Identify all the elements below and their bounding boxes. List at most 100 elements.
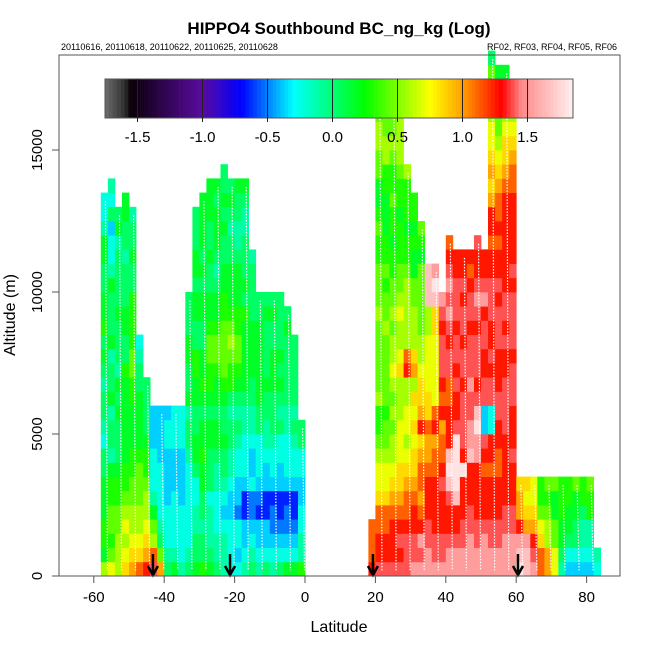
heatmap-cell bbox=[107, 547, 116, 563]
heatmap-cell bbox=[403, 448, 411, 463]
heatmap-cell bbox=[488, 164, 496, 179]
heatmap-cell bbox=[389, 476, 397, 492]
heatmap-cell bbox=[122, 221, 130, 236]
heatmap-cell bbox=[459, 434, 468, 449]
heatmap-cell bbox=[459, 263, 468, 279]
heatmap-cell bbox=[396, 434, 404, 449]
heatmap-cell bbox=[537, 547, 545, 563]
y-tick-label: 10000 bbox=[29, 271, 46, 313]
heatmap-cell bbox=[290, 391, 299, 406]
heatmap-cell bbox=[248, 505, 257, 520]
colorbar-segment bbox=[428, 79, 433, 118]
heatmap-cell bbox=[122, 292, 130, 307]
heatmap-cell bbox=[276, 434, 285, 449]
heatmap-cell bbox=[241, 519, 249, 534]
heatmap-cell bbox=[269, 306, 278, 321]
heatmap-cell bbox=[438, 476, 447, 492]
heatmap-cell bbox=[269, 490, 278, 506]
heatmap-cell bbox=[199, 505, 207, 520]
heatmap-cell bbox=[107, 306, 116, 321]
heatmap-cell bbox=[248, 490, 257, 506]
colorbar-segment bbox=[378, 79, 383, 118]
heatmap-cell bbox=[107, 448, 116, 463]
heatmap-cell bbox=[171, 561, 179, 577]
colorbar-segment bbox=[140, 79, 145, 118]
heatmap-cell bbox=[382, 249, 390, 264]
heatmap-cell bbox=[459, 249, 468, 264]
heatmap-cell bbox=[206, 178, 214, 193]
heatmap-cell bbox=[107, 221, 116, 236]
heatmap-cell bbox=[551, 490, 559, 506]
heatmap-cell bbox=[368, 533, 376, 548]
heatmap-cell bbox=[269, 462, 278, 477]
heatmap-cell bbox=[220, 348, 228, 364]
heatmap-cell bbox=[389, 121, 397, 137]
colorbar-segment bbox=[374, 79, 379, 118]
heatmap-cell bbox=[136, 505, 144, 520]
colorbar-segment bbox=[171, 79, 176, 118]
heatmap-cell bbox=[481, 462, 489, 477]
heatmap-cell bbox=[220, 164, 228, 179]
heatmap-cell bbox=[452, 348, 461, 364]
heatmap-cell bbox=[234, 519, 242, 534]
heatmap-cell bbox=[129, 391, 137, 406]
heatmap-cell bbox=[424, 519, 433, 534]
heatmap-cell bbox=[445, 434, 454, 449]
heatmap-cell bbox=[382, 476, 390, 492]
heatmap-cell bbox=[107, 434, 116, 449]
heatmap-cell bbox=[586, 547, 594, 563]
heatmap-cell bbox=[290, 519, 299, 534]
heatmap-cell bbox=[396, 306, 404, 321]
heatmap-cell bbox=[192, 547, 200, 563]
heatmap-cell bbox=[382, 235, 390, 250]
flight-track bbox=[217, 186, 221, 571]
heatmap-cell bbox=[227, 277, 235, 293]
heatmap-cell bbox=[410, 363, 418, 378]
heatmap-cell bbox=[445, 292, 454, 307]
heatmap-cell bbox=[424, 448, 433, 463]
heatmap-cell bbox=[424, 419, 433, 435]
x-tick-label: 40 bbox=[437, 589, 454, 606]
heatmap-cell bbox=[537, 561, 545, 577]
heatmap-cell bbox=[466, 363, 475, 378]
heatmap-cell bbox=[234, 206, 242, 222]
heatmap-cell bbox=[114, 363, 123, 378]
heatmap-cell bbox=[185, 306, 193, 321]
heatmap-cell bbox=[220, 277, 228, 293]
heatmap-cell bbox=[474, 490, 482, 506]
heatmap-cell bbox=[410, 434, 418, 449]
heatmap-cell bbox=[107, 348, 116, 364]
heatmap-cell bbox=[199, 206, 207, 222]
heatmap-cell bbox=[431, 334, 440, 350]
heatmap-cell bbox=[199, 434, 207, 449]
heatmap-cell bbox=[410, 448, 418, 463]
heatmap-cell bbox=[466, 277, 475, 293]
heatmap-cell bbox=[114, 505, 123, 520]
heatmap-cell bbox=[136, 391, 144, 406]
heatmap-cell bbox=[227, 505, 235, 520]
heatmap-cell bbox=[474, 348, 482, 364]
colorbar-segment bbox=[136, 79, 141, 118]
heatmap-cell bbox=[290, 334, 299, 350]
heatmap-cell bbox=[206, 249, 214, 264]
colorbar-segment bbox=[335, 79, 340, 118]
colorbar-segment bbox=[108, 79, 114, 118]
heatmap-cell bbox=[234, 377, 242, 392]
heatmap-cell bbox=[481, 448, 489, 463]
heatmap-cell bbox=[424, 476, 433, 492]
heatmap-cell bbox=[403, 235, 411, 250]
flight-track bbox=[118, 215, 123, 571]
heatmap-cell bbox=[424, 533, 433, 548]
heatmap-cell bbox=[269, 377, 278, 392]
heatmap-cell bbox=[262, 334, 271, 350]
heatmap-cell bbox=[382, 377, 390, 392]
heatmap-cell bbox=[220, 419, 228, 435]
heatmap-cell bbox=[262, 306, 271, 321]
heatmap-cell bbox=[389, 377, 397, 392]
heatmap-cell bbox=[495, 391, 503, 406]
heatmap-cell bbox=[234, 235, 242, 250]
heatmap-cell bbox=[488, 206, 496, 222]
heatmap-cell bbox=[220, 561, 228, 577]
heatmap-cell bbox=[298, 505, 306, 520]
heatmap-cell bbox=[502, 135, 510, 151]
